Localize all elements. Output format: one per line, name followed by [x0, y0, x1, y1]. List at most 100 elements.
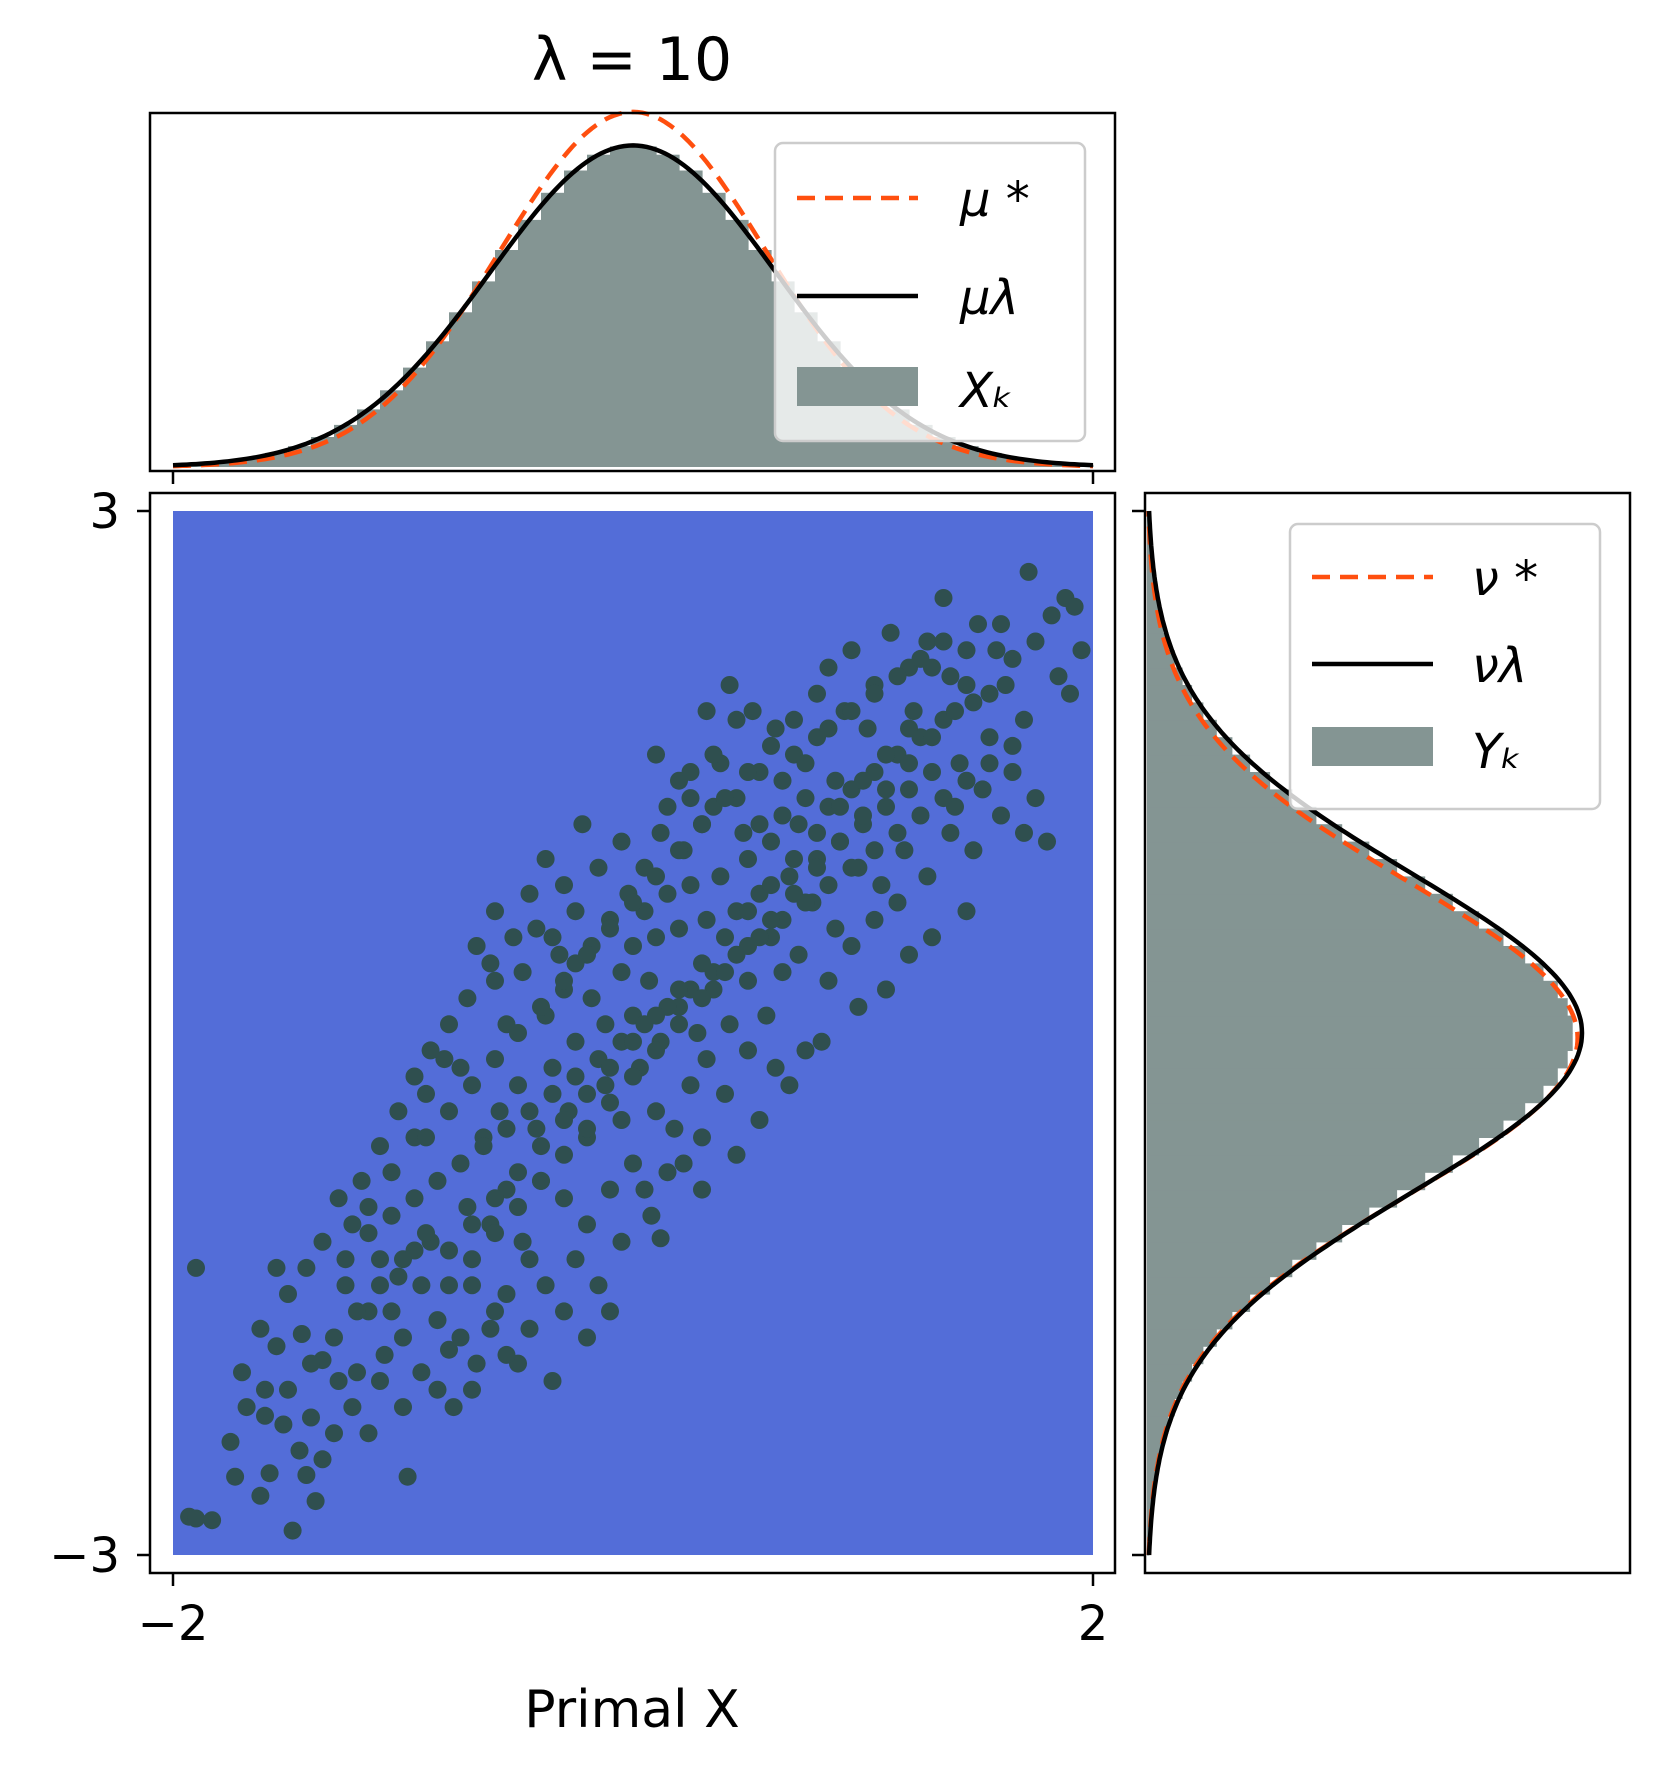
right-histogram-bar: [1147, 929, 1504, 947]
scatter-point: [498, 1285, 516, 1303]
scatter-point: [389, 1102, 407, 1120]
scatter-point: [1038, 833, 1056, 851]
scatter-point: [509, 1024, 527, 1042]
scatter-point: [728, 711, 746, 729]
scatter-point: [762, 876, 780, 894]
right-histogram-bar: [1147, 702, 1203, 720]
x-axis-label: Primal X: [524, 1680, 739, 1740]
scatter-point: [866, 841, 884, 859]
scatter-point: [537, 850, 555, 868]
scatter-point: [693, 815, 711, 833]
scatter-point: [251, 1320, 269, 1338]
scatter-point: [555, 972, 573, 990]
scatter-point: [659, 798, 677, 816]
right-histogram-bar: [1147, 1137, 1479, 1155]
scatter-point: [601, 1059, 619, 1077]
top-histogram-bar: [748, 250, 772, 467]
scatter-point: [406, 1068, 424, 1086]
scatter-point: [486, 902, 504, 920]
scatter-point: [509, 1076, 527, 1094]
top-legend-hist-label: Xₖ: [957, 363, 1013, 419]
scatter-point: [613, 963, 631, 981]
scatter-point: [1027, 789, 1045, 807]
top-histogram-bar: [702, 193, 726, 467]
scatter-point: [578, 1120, 596, 1138]
scatter-point: [785, 885, 803, 903]
scatter-point: [647, 1102, 665, 1120]
scatter-point: [514, 1233, 532, 1251]
scatter-point: [452, 1155, 470, 1173]
right-histogram-bar: [1147, 1242, 1316, 1260]
top-histogram-bar: [495, 250, 519, 467]
scatter-point: [590, 859, 608, 877]
scatter-point: [348, 1302, 366, 1320]
right-histogram-bar: [1147, 772, 1270, 790]
scatter-point: [325, 1424, 343, 1442]
scatter-point: [941, 667, 959, 685]
right-histogram-bar: [1147, 1311, 1232, 1329]
scatter-point: [233, 1363, 251, 1381]
scatter-point: [590, 1276, 608, 1294]
scatter-point: [544, 1059, 562, 1077]
scatter-point: [665, 1120, 683, 1138]
right-histogram-bar: [1147, 1277, 1270, 1295]
right-histogram-bar: [1147, 1085, 1544, 1103]
scatter-point: [452, 1059, 470, 1077]
scatter-point: [555, 1146, 573, 1164]
scatter-point: [567, 1033, 585, 1051]
scatter-point: [468, 1355, 486, 1373]
scatter-point: [187, 1510, 205, 1528]
scatter-point: [647, 867, 665, 885]
scatter-point: [521, 885, 539, 903]
scatter-point: [291, 1442, 309, 1460]
scatter-point: [900, 720, 918, 738]
scatter-point: [808, 824, 826, 842]
scatter-point: [640, 972, 658, 990]
scatter-point: [751, 1111, 769, 1129]
scatter-point: [739, 850, 757, 868]
right-histogram-bar: [1147, 1381, 1183, 1399]
right-histogram-bar: [1147, 963, 1544, 981]
scatter-point: [463, 1381, 481, 1399]
scatter-point: [596, 1015, 614, 1033]
scatter-point: [284, 1522, 302, 1540]
scatter-point: [1004, 650, 1022, 668]
scatter-point: [1050, 667, 1068, 685]
scatter-point: [330, 1372, 348, 1390]
scatter-point: [578, 1215, 596, 1233]
scatter-point: [820, 659, 838, 677]
scatter-point: [360, 1224, 378, 1242]
scatter-point: [797, 789, 815, 807]
right-legend-hist-swatch: [1312, 727, 1433, 766]
scatter-point: [843, 859, 861, 877]
scatter-point: [268, 1259, 286, 1277]
scatter-point: [889, 667, 907, 685]
scatter-point: [314, 1450, 332, 1468]
scatter-point: [785, 711, 803, 729]
scatter-point: [889, 894, 907, 912]
scatter-point: [555, 876, 573, 894]
right-histogram-bar: [1147, 1190, 1397, 1208]
scatter-point: [491, 1102, 509, 1120]
scatter-point: [992, 615, 1010, 633]
scatter-point: [711, 867, 729, 885]
scatter-point: [279, 1285, 297, 1303]
scatter-point: [601, 1181, 619, 1199]
scatter-point: [1004, 737, 1022, 755]
scatter-point: [877, 746, 895, 764]
top-legend: μ * μλ Xₖ: [775, 143, 1085, 441]
scatter-point: [918, 633, 936, 651]
scatter-point: [1073, 641, 1091, 659]
scatter-point: [417, 1085, 435, 1103]
scatter-point: [532, 1137, 550, 1155]
scatter-point: [820, 972, 838, 990]
scatter-point: [544, 1085, 562, 1103]
scatter-point: [297, 1259, 315, 1277]
scatter-point: [958, 676, 976, 694]
scatter-point: [394, 1398, 412, 1416]
top-legend-mu-star-label: μ *: [959, 172, 1030, 228]
top-histogram-bar: [541, 193, 565, 467]
scatter-point: [820, 720, 838, 738]
scatter-point: [422, 1041, 440, 1059]
right-histogram-bar: [1147, 1068, 1558, 1086]
